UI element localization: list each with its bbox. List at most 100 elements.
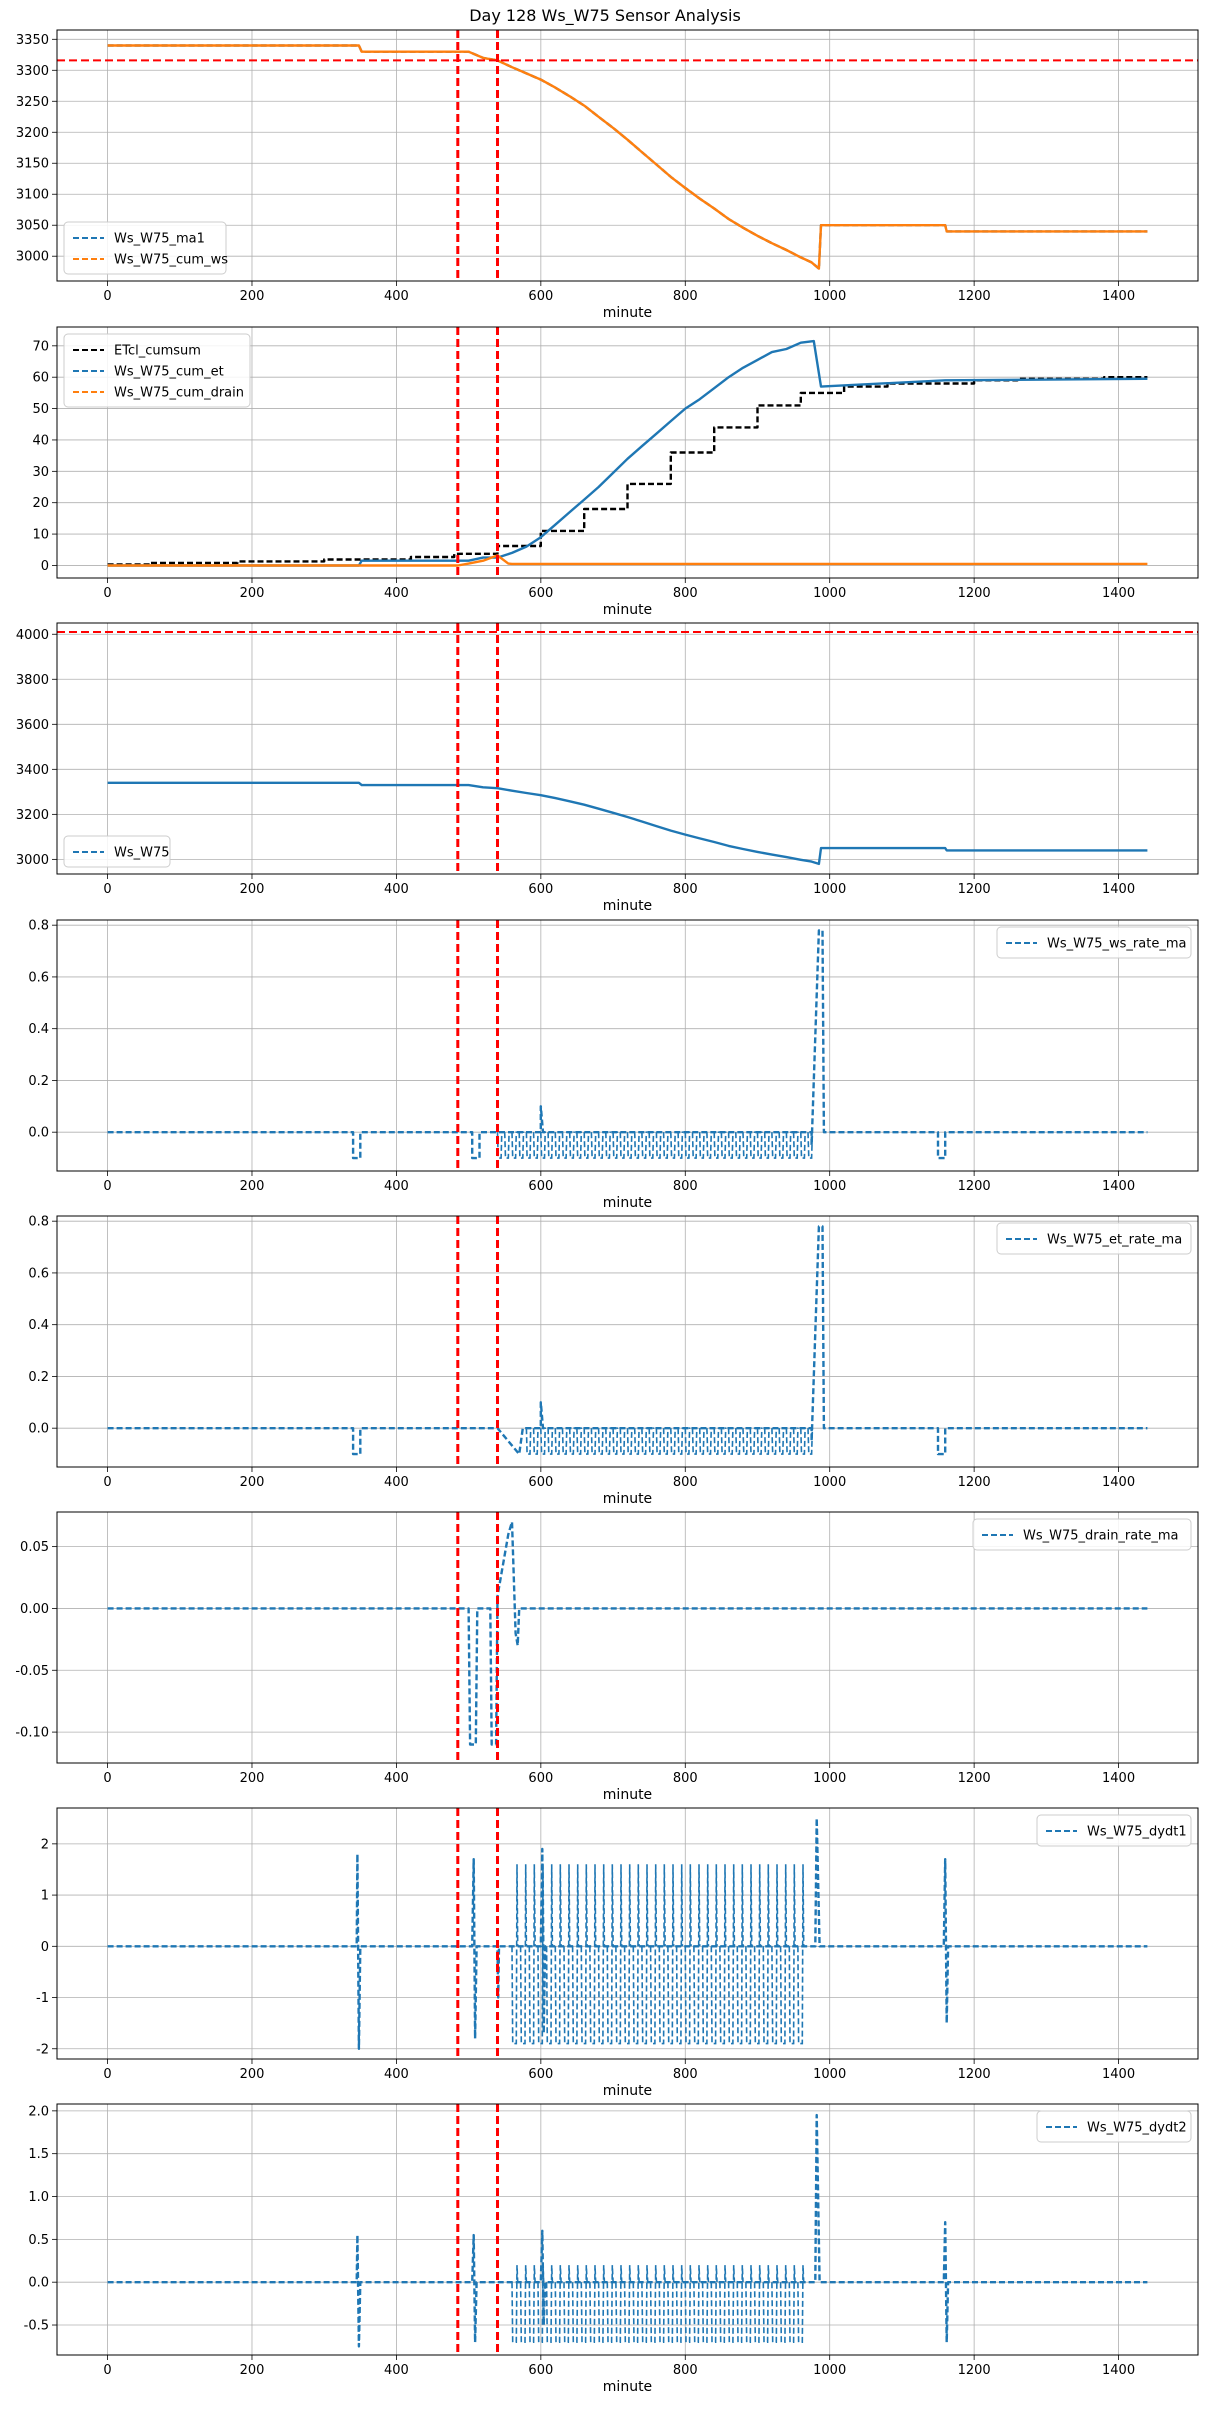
x-tick-label: 0 (103, 289, 111, 304)
legend-label: Ws_W75_cum_drain (114, 386, 244, 401)
x-tick-label: 800 (673, 289, 698, 304)
legend-box (63, 333, 251, 408)
y-tick-label: 3000 (16, 250, 49, 265)
y-tick-label: 30 (32, 465, 49, 480)
x-tick-label: 400 (384, 2067, 409, 2082)
x-tick-label: 1400 (1102, 289, 1135, 304)
x-axis-label: minute (603, 2083, 652, 2099)
series-Ws_W75_dydt2-oscillation (511, 2265, 805, 2343)
y-tick-label: 0.0 (28, 1126, 49, 1141)
x-axis-label: minute (603, 898, 652, 914)
y-tick-label: 2 (41, 1837, 49, 1852)
y-tick-label: 10 (32, 528, 49, 543)
y-tick-label: 0.8 (28, 1215, 49, 1230)
x-tick-label: 400 (384, 289, 409, 304)
axes-frame (56, 1215, 1199, 1468)
legend: Ws_W75_drain_rate_ma (972, 1518, 1192, 1551)
series-Ws_W75 (107, 781, 1148, 866)
y-tick-label: -1 (36, 1991, 49, 2006)
subplot-1: 0 200 400 600 800 1000 1200 1400 3000 3050 3100 315… (16, 29, 1199, 321)
x-tick-label: 200 (240, 1771, 265, 1786)
y-tick-label: 0.6 (28, 1266, 49, 1281)
x-tick-label: 1200 (958, 1771, 991, 1786)
x-tick-label: 200 (240, 1179, 265, 1194)
x-tick-label: 0 (103, 1179, 111, 1194)
legend-label: Ws_W75_ws_rate_ma (1047, 937, 1186, 952)
x-axis-label: minute (603, 2379, 652, 2395)
x-tick-label: 1200 (958, 2363, 991, 2378)
x-tick-label: 400 (384, 1771, 409, 1786)
y-tick-label: 3000 (16, 853, 49, 868)
plot-area (57, 623, 1198, 874)
subplot-4: 0 200 400 600 800 1000 1200 1400 0.0 0.2 0.4 0.6 0.8… (28, 919, 1199, 1211)
plot-area (107, 1216, 1148, 1467)
series-Ws_W75_drain_rate_ma (107, 1520, 1148, 1746)
series-Ws_W75_cum_ws (107, 44, 1148, 270)
series-Ws_W75_ma1 (107, 44, 1148, 270)
x-tick-label: 600 (528, 1771, 553, 1786)
legend-label: ETcl_cumsum (114, 344, 201, 359)
x-axis-label: minute (603, 1195, 652, 1211)
y-tick-label: -0.10 (15, 1726, 49, 1741)
x-tick-label: 0 (103, 1475, 111, 1490)
series-Ws_W75_cum_drain (107, 554, 1148, 567)
axes-frame (56, 1807, 1199, 2060)
legend: Ws_W75_ma1 Ws_W75_cum_ws (63, 221, 228, 275)
x-tick-label: 400 (384, 2363, 409, 2378)
axes-frame (56, 622, 1199, 875)
x-tick-label: 400 (384, 882, 409, 897)
series-Ws_W75_cum_et (107, 339, 1148, 567)
x-tick-label: 0 (103, 2363, 111, 2378)
x-tick-label: 1200 (958, 1179, 991, 1194)
x-tick-label: 400 (384, 586, 409, 601)
y-tick-label: 1.0 (28, 2190, 49, 2205)
plot-area (107, 1808, 1148, 2059)
axes-frame (56, 919, 1199, 1172)
y-tick-label: -0.5 (24, 2319, 49, 2334)
x-tick-label: 200 (240, 2067, 265, 2082)
x-tick-label: 1000 (813, 1475, 846, 1490)
x-tick-label: 0 (103, 586, 111, 601)
legend-label: Ws_W75_et_rate_ma (1047, 1233, 1182, 1248)
x-tick-label: 1000 (813, 289, 846, 304)
x-tick-label: 0 (103, 2067, 111, 2082)
x-tick-label: 800 (673, 1771, 698, 1786)
series-Ws_W75_et_rate_ma-oscillation (525, 1427, 814, 1455)
plot-area (57, 30, 1198, 281)
x-tick-label: 1000 (813, 2363, 846, 2378)
legend-label: Ws_W75_cum_et (114, 365, 224, 380)
subplot-3: 0 200 400 600 800 1000 1200 1400 3000 3200 3400 360… (16, 622, 1199, 914)
y-tick-label: -0.05 (15, 1664, 49, 1679)
axes-frame (56, 2103, 1199, 2356)
y-tick-label: 0.00 (20, 1602, 49, 1617)
x-tick-label: 600 (528, 1179, 553, 1194)
x-tick-label: 600 (528, 1475, 553, 1490)
x-tick-label: 800 (673, 1475, 698, 1490)
x-tick-label: 600 (528, 2067, 553, 2082)
x-tick-label: 1400 (1102, 2067, 1135, 2082)
y-tick-label: 0.2 (28, 1370, 49, 1385)
y-tick-label: 3800 (16, 673, 49, 688)
y-tick-label: 0.4 (28, 1318, 49, 1333)
x-tick-label: 400 (384, 1475, 409, 1490)
subplot-2: 0 200 400 600 800 1000 1200 1400 0 10 20 30 40 50 60 70… (32, 326, 1199, 618)
y-tick-label: 3600 (16, 718, 49, 733)
y-tick-label: 2.0 (28, 2104, 49, 2119)
series-Ws_W75_dydt1 (107, 1817, 1148, 2050)
y-tick-label: 50 (32, 402, 49, 417)
series-ETcl_cumsum (107, 376, 1148, 566)
x-axis-label: minute (603, 1491, 652, 1507)
x-tick-label: 600 (528, 289, 553, 304)
y-tick-label: 1 (41, 1889, 49, 1904)
x-tick-label: 1400 (1102, 586, 1135, 601)
x-tick-label: 400 (384, 1179, 409, 1194)
legend-box (63, 835, 171, 868)
x-tick-label: 200 (240, 1475, 265, 1490)
series-Ws_W75_dydt1-oscillation (511, 1864, 805, 2045)
series-Ws_W75_ws_rate_ma-oscillation (496, 1131, 814, 1159)
y-tick-label: 3350 (16, 33, 49, 48)
series-Ws_W75_et_rate_ma (107, 1225, 1148, 1456)
y-tick-label: 3050 (16, 219, 49, 234)
x-tick-label: 0 (103, 1771, 111, 1786)
